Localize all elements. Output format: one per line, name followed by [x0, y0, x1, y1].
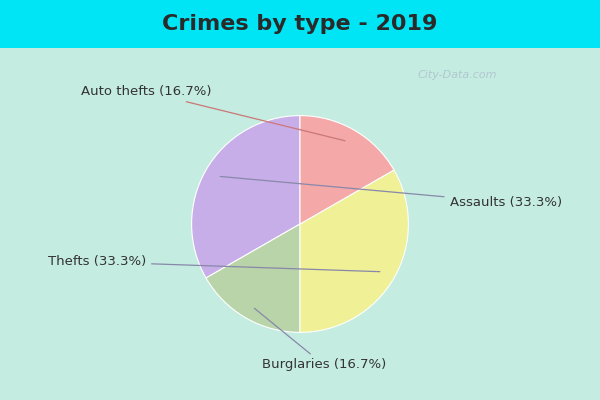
- Wedge shape: [206, 224, 300, 332]
- Text: City-Data.com: City-Data.com: [418, 70, 497, 80]
- Text: Crimes by type - 2019: Crimes by type - 2019: [163, 14, 437, 34]
- Wedge shape: [300, 170, 409, 332]
- Wedge shape: [191, 116, 300, 278]
- Text: Auto thefts (16.7%): Auto thefts (16.7%): [80, 85, 345, 141]
- Text: Assaults (33.3%): Assaults (33.3%): [220, 176, 562, 209]
- Wedge shape: [300, 116, 394, 224]
- Text: Burglaries (16.7%): Burglaries (16.7%): [254, 308, 386, 372]
- Text: Thefts (33.3%): Thefts (33.3%): [48, 256, 380, 272]
